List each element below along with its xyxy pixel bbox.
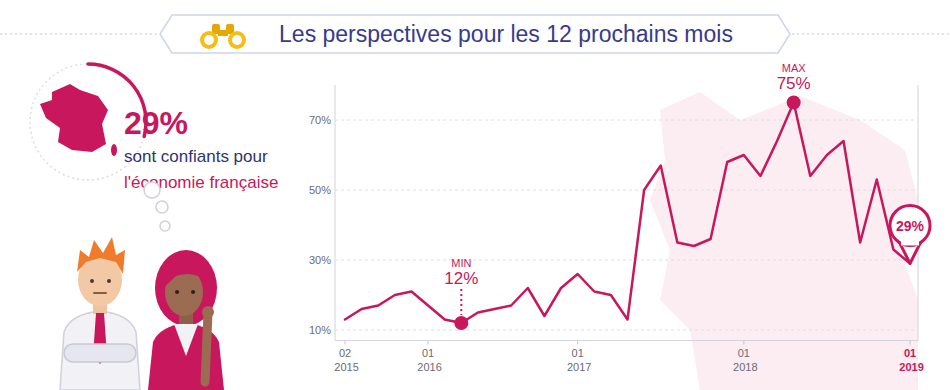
headline-text: sont confiants pour xyxy=(124,147,268,166)
y-tick-label: 50% xyxy=(309,184,331,196)
woman-eye xyxy=(175,290,179,294)
annotation-text: MAX xyxy=(782,62,807,74)
x-tick-label-line: 2015 xyxy=(331,361,359,373)
headline-value: 29% xyxy=(124,105,188,141)
y-tick-label: 30% xyxy=(309,254,331,266)
x-axis-line xyxy=(335,340,918,341)
france-background xyxy=(650,92,918,390)
woman-hand xyxy=(202,306,214,318)
woman-vest xyxy=(148,323,224,390)
binoculars-part xyxy=(218,30,228,36)
grid-line xyxy=(335,260,918,261)
corsica-icon xyxy=(111,144,117,156)
x-tick-label: 01 2017 xyxy=(564,347,592,373)
x-tick-label-line: 01 xyxy=(904,347,916,359)
woman-hair xyxy=(155,250,217,326)
annotation-label: 12% xyxy=(444,269,478,288)
header-rule xyxy=(0,33,158,35)
x-tick-label-line: 02 xyxy=(339,347,351,359)
annotation-dot xyxy=(787,96,801,110)
man-eye xyxy=(107,279,111,283)
pin-join xyxy=(901,238,919,246)
annotation-label: 29% xyxy=(896,218,925,234)
man-hair xyxy=(77,237,125,274)
grid-line xyxy=(335,190,918,191)
binoculars-part xyxy=(200,31,218,49)
thought-bubble xyxy=(144,182,160,198)
header-box xyxy=(160,15,790,53)
x-tick xyxy=(577,341,578,345)
x-tick-label: 01 2019 xyxy=(896,347,924,373)
x-tick-label: 02 2015 xyxy=(331,347,359,373)
man-shirt xyxy=(60,311,140,390)
annotation-text: MIN xyxy=(451,257,471,269)
annotation-leader xyxy=(460,289,462,315)
thought-bubble xyxy=(160,221,170,231)
man-eye xyxy=(90,279,94,283)
binoculars-icon xyxy=(200,24,246,49)
x-tick-label-line: 2018 xyxy=(730,361,758,373)
x-tick xyxy=(910,341,911,345)
series-line xyxy=(345,103,910,324)
y-tick-label: 10% xyxy=(309,324,331,336)
woman-collar xyxy=(174,324,198,356)
x-tick-label-line: 01 xyxy=(572,347,584,359)
x-tick xyxy=(428,341,429,345)
grid-line xyxy=(335,120,918,121)
x-tick-label-line: 01 xyxy=(738,347,750,359)
annotations: MIN12% MAX75% 29% xyxy=(444,62,930,331)
y-tick-label: 70% xyxy=(309,114,331,126)
france-icon xyxy=(40,84,108,152)
x-tick xyxy=(345,341,346,345)
woman-fringe xyxy=(163,262,207,288)
x-tick-label-line: 2016 xyxy=(414,361,442,373)
woman-arm xyxy=(205,312,208,382)
annotation-dot xyxy=(454,316,468,330)
canvas: Les perspectives pour les 12 prochains m… xyxy=(0,0,950,390)
binoculars-part xyxy=(228,31,246,49)
page: {"chart_data": {"type": "line", "title":… xyxy=(0,0,950,390)
man-mouth xyxy=(94,292,106,294)
title: Les perspectives pour les 12 prochains m… xyxy=(279,21,733,47)
header-rule xyxy=(792,33,950,35)
axes: 10%30%50%70%02 201501 201601 201701 2018… xyxy=(309,85,924,373)
illustration xyxy=(60,182,224,390)
x-tick-label-line: 2017 xyxy=(564,361,592,373)
thought-bubble xyxy=(156,201,168,213)
x-tick-label-line: 2019 xyxy=(896,361,924,373)
man-arms xyxy=(64,344,136,362)
x-tick-label: 01 2018 xyxy=(730,347,758,373)
y-axis-line xyxy=(335,85,336,341)
annotation-label: 75% xyxy=(777,74,811,93)
woman-eye xyxy=(191,290,195,294)
x-tick-label-line: 01 xyxy=(422,347,434,359)
plot-area xyxy=(345,103,910,324)
binoculars-part xyxy=(232,35,242,45)
pin-head xyxy=(890,206,930,246)
binoculars-part xyxy=(204,35,214,45)
grid-line xyxy=(335,330,918,331)
x-tick-label: 01 2016 xyxy=(414,347,442,373)
x-tick xyxy=(743,341,744,345)
